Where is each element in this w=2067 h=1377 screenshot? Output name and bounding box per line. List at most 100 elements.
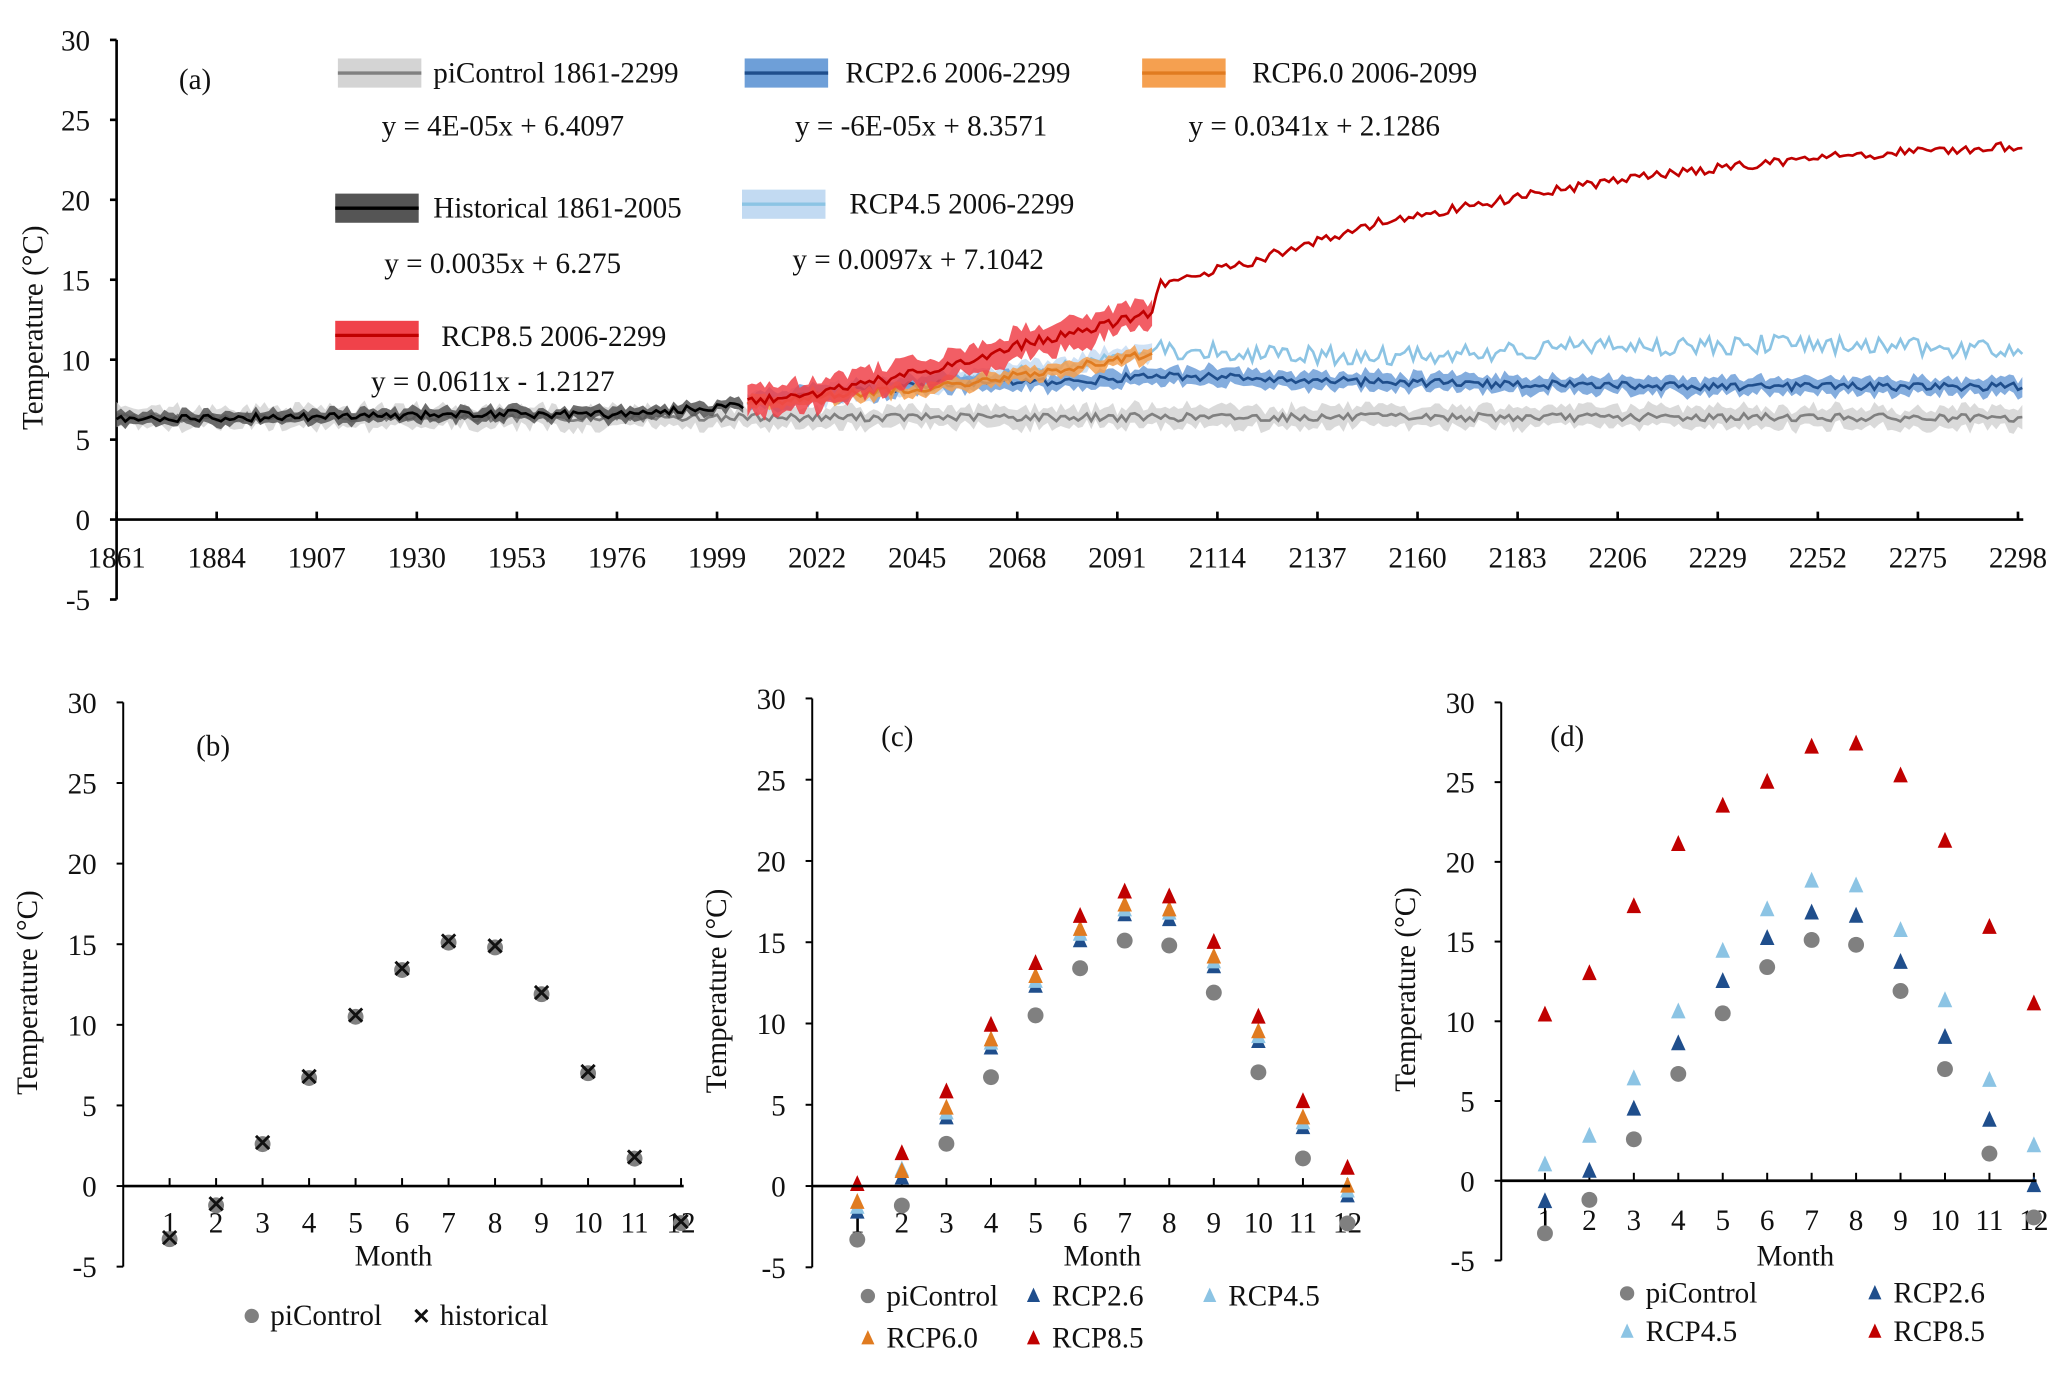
triangle-marker [1340,1176,1355,1193]
circle-marker [1670,1065,1687,1082]
triangle-marker [939,1082,954,1099]
legend-label: piControl 1861-2299 [433,57,678,89]
trend-equation: y = -6E-05x + 8.3571 [795,110,1047,142]
x-tick-label: 2229 [1689,542,1747,574]
triangle-marker [1028,954,1043,970]
y-tick-label: 0 [76,505,91,537]
triangle-marker [849,1175,865,1192]
panel-label: (b) [196,730,230,762]
month-tick-label: 7 [1804,1205,1819,1237]
series-rcp85 [849,882,1355,1192]
triangle-marker [1295,1092,1311,1109]
x-marker [673,1213,689,1230]
triangle-marker [1759,900,1775,917]
triangle-marker [1582,1126,1597,1143]
triangle-marker [1582,964,1597,981]
series-picontrol [161,934,689,1248]
legend-label: piControl [270,1300,382,1332]
x-tick-label: 2045 [888,542,946,574]
x-tick-label: 1999 [688,542,746,574]
triangle-marker [983,1030,999,1047]
x-tick-label: 1861 [87,542,145,574]
triangle-marker [1982,917,1997,934]
y-tick-label: 15 [68,930,97,962]
legend-label: Historical 1861-2005 [433,192,681,224]
trend-equation: y = 4E-05x + 6.4097 [382,110,625,142]
triangle-marker [894,1162,910,1179]
series-rcp45 [1537,871,2042,1172]
month-tick-label: 3 [255,1207,270,1239]
month-tick-label: 2 [1582,1205,1597,1237]
triangle-marker [1937,991,1953,1008]
month-tick-label: 2 [895,1207,910,1239]
x-marker [440,933,457,949]
legend-label: RCP6.0 2006-2099 [1252,57,1477,89]
x-marker [161,1229,178,1246]
month-tick-label: 9 [1207,1207,1222,1239]
triangle-marker [2026,1136,2042,1153]
circle-marker [860,1288,876,1304]
circle-marker [1981,1145,1998,1162]
legend-item: Historical 1861-2005 y = 0.0035x + 6.275 [335,192,682,280]
series-rcp45 [849,900,1355,1214]
month-tick-label: 8 [1849,1205,1864,1237]
legend-label: RCP4.5 2006-2299 [849,188,1074,220]
legend-item: piControl [860,1280,998,1312]
triangle-marker [1251,1022,1266,1039]
circle-marker [1161,937,1178,954]
circle-marker [1072,960,1089,977]
series-line [746,141,2023,406]
y-tick-label: 15 [757,928,786,960]
triangle-marker [1295,1108,1311,1125]
y-tick-label: 10 [1446,1007,1475,1039]
circle-marker [849,1231,866,1248]
month-tick-label: 3 [939,1207,954,1239]
month-tick-label: 10 [1244,1207,1273,1239]
month-tick-label: 5 [1715,1205,1730,1237]
x-tick-label: 1907 [288,542,346,574]
y-tick-label: -5 [72,1252,96,1284]
triangle-marker [1203,1287,1217,1302]
month-tick-label: 6 [1760,1205,1775,1237]
y-tick-label: 5 [771,1090,786,1122]
circle-marker [1759,959,1776,976]
series-rcp8.5 [746,141,2023,421]
circle-marker [1619,1286,1635,1301]
panel-a: (a) -5 0 5 10 15 20 25 30 Temperature (°C) 1861 188… [17,26,2047,618]
triangle-marker [1671,1002,1686,1019]
x-tick-label: 1976 [588,542,646,574]
y-axis-label: Temperature (°C) [701,889,733,1094]
x-tick-label: 1953 [488,542,546,574]
series-historical [115,396,744,430]
y-tick-label: -5 [761,1253,785,1285]
triangle-marker [1206,932,1222,949]
y-tick-label: 10 [757,1009,786,1041]
triangle-marker [1251,1007,1266,1024]
uncertainty-band [116,396,744,430]
triangle-marker [861,1330,875,1345]
triangle-marker [1759,772,1775,789]
x-marker [394,960,410,977]
triangle-marker [1937,831,1953,848]
month-tick-label: 6 [395,1207,410,1239]
triangle-marker [1537,1155,1553,1172]
circle-marker [983,1069,999,1086]
y-axis-label: Temperature (°C) [17,225,49,430]
triangle-marker [1893,953,1908,969]
y-tick-label: -5 [1450,1246,1474,1278]
month-tick-label: 8 [488,1207,503,1239]
triangle-marker [1868,1285,1882,1300]
x-marker [208,1196,224,1212]
x-tick-label: 2275 [1889,542,1947,574]
triangle-marker [1804,903,1819,920]
circle-marker [2025,1209,2042,1226]
triangle-marker [1026,1287,1041,1302]
triangle-marker [2026,994,2042,1011]
x-tick-label: 2252 [1789,542,1847,574]
triangle-marker [1937,1027,1953,1044]
circle-marker [893,1197,910,1214]
legend-label: RCP8.5 2006-2299 [441,321,666,353]
